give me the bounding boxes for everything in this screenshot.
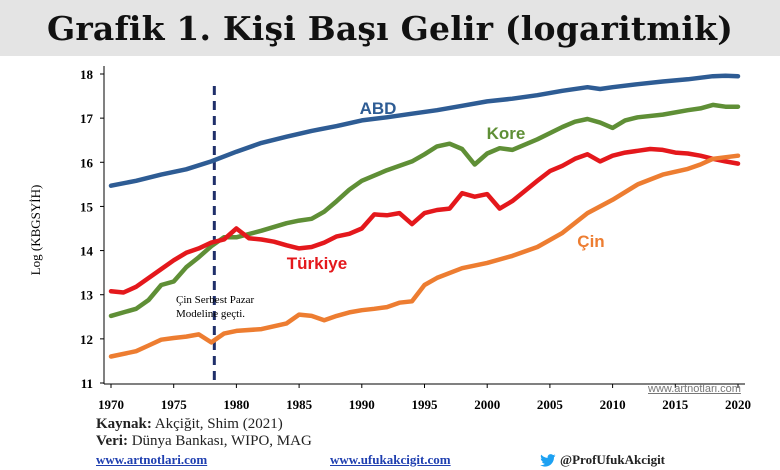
series-line-türkiye <box>108 146 741 295</box>
y-tick-label: 11 <box>81 376 93 391</box>
twitter-handle[interactable]: @ProfUfukAkcigit <box>540 452 665 468</box>
source-text: Akçiğit, Shim (2021) <box>151 416 283 432</box>
y-tick-label: 17 <box>80 111 94 126</box>
ticks: 11 12 13 14 15 16 17 18 1970 1975 1980 1985 1990 1995… <box>80 67 751 412</box>
series-label-cin: Çin <box>577 232 604 251</box>
series-line-kore <box>108 102 741 319</box>
data-source-line: Veri: Dünya Bankası, WIPO, MAG <box>96 433 312 450</box>
series-line-çin <box>108 153 741 359</box>
y-tick-label: 16 <box>80 155 94 170</box>
y-tick-label: 12 <box>80 332 93 347</box>
x-tick-label: 1980 <box>223 397 249 412</box>
annotation-line-1: Çin Serbest Pazar <box>176 294 255 306</box>
ufukakcigit-link[interactable]: www.ufukakcigit.com <box>330 452 451 467</box>
series-layer <box>108 73 741 359</box>
annotation-line-2: Modeline geçti. <box>176 308 245 320</box>
y-tick-label: 13 <box>80 288 94 303</box>
artnotlari-link[interactable]: www.artnotlari.com <box>96 452 208 467</box>
title-bar: Grafik 1. Kişi Başı Gelir (logaritmik) <box>0 0 780 56</box>
page-title: Grafik 1. Kişi Başı Gelir (logaritmik) <box>46 8 734 48</box>
x-tick-label: 2000 <box>474 397 500 412</box>
x-tick-label: 1975 <box>161 397 188 412</box>
series-label-kore: Kore <box>487 124 526 143</box>
y-axis-label: Log (KBGSYİH) <box>28 185 43 276</box>
x-tick-label: 1985 <box>286 397 313 412</box>
source-line: Kaynak: Akçiğit, Shim (2021) <box>96 416 283 433</box>
twitter-bird-icon <box>540 453 556 467</box>
y-tick-label: 14 <box>80 244 94 259</box>
x-tick-label: 2015 <box>662 397 689 412</box>
twitter-handle-text: @ProfUfukAkcigit <box>560 452 666 467</box>
line-chart: 11 12 13 14 15 16 17 18 1970 1975 1980 1985 1990 1995… <box>28 66 751 412</box>
data-label: Veri: <box>96 433 128 449</box>
x-tick-label: 1970 <box>98 397 124 412</box>
data-text: Dünya Bankası, WIPO, MAG <box>127 433 312 449</box>
x-tick-label: 2020 <box>725 397 751 412</box>
x-tick-label: 1995 <box>412 397 439 412</box>
series-line-abd <box>108 73 741 188</box>
source-label: Kaynak: <box>96 416 152 432</box>
series-label-abd: ABD <box>360 99 397 118</box>
series-label-turkiye: Türkiye <box>287 254 347 273</box>
y-tick-label: 18 <box>80 67 94 82</box>
y-tick-label: 15 <box>80 199 94 214</box>
x-tick-label: 2010 <box>600 397 626 412</box>
x-tick-label: 2005 <box>537 397 564 412</box>
x-tick-label: 1990 <box>349 397 375 412</box>
